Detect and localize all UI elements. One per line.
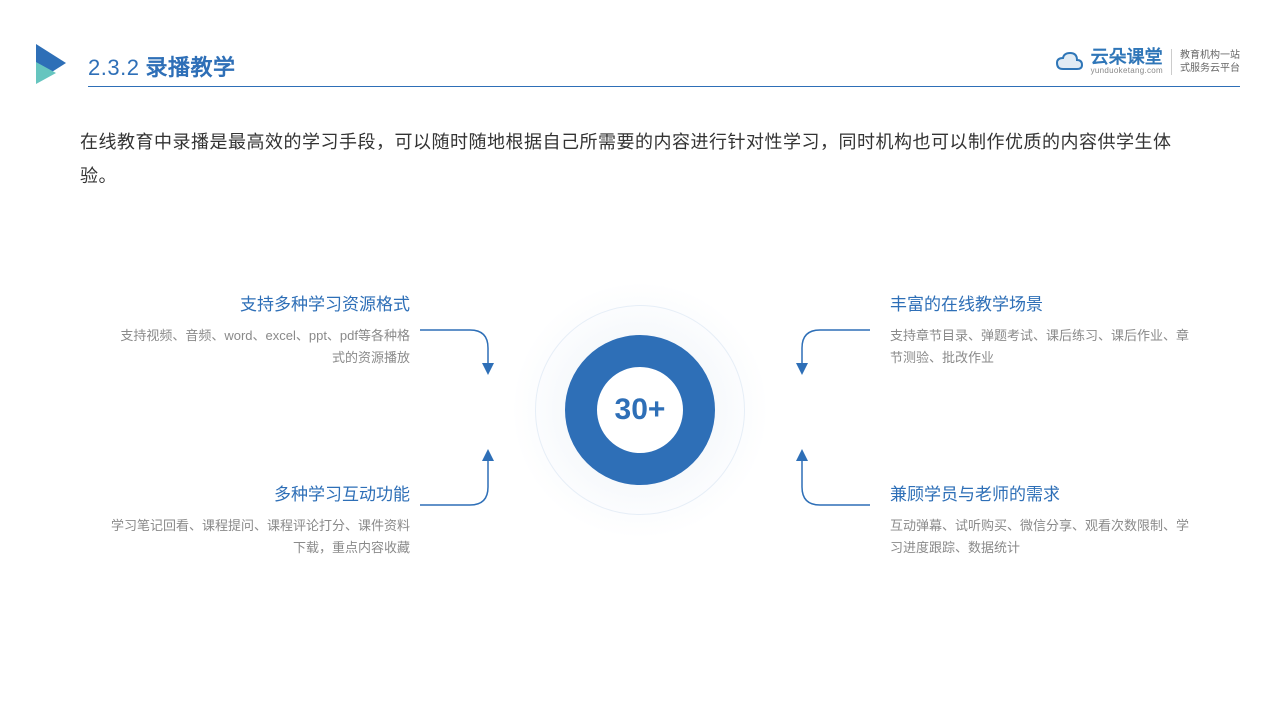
section-number: 2.3.2 xyxy=(88,55,139,80)
brand-domain: yunduoketang.com xyxy=(1091,66,1163,75)
logo-divider xyxy=(1171,49,1172,75)
intro-paragraph: 在线教育中录播是最高效的学习手段，可以随时随地根据自己所需要的内容进行针对性学习… xyxy=(80,125,1200,193)
feature-desc: 互动弹幕、试听购买、微信分享、观看次数限制、学习进度跟踪、数据统计 xyxy=(890,515,1190,559)
feature-title: 丰富的在线教学场景 xyxy=(890,290,1190,315)
ring-value: 30+ xyxy=(615,393,666,427)
brand-name: 云朵课堂 xyxy=(1091,48,1163,66)
title-underline xyxy=(88,86,1240,87)
center-ring: 30+ xyxy=(510,280,770,540)
feature-desc: 学习笔记回看、课程提问、课程评论打分、课件资料下载，重点内容收藏 xyxy=(110,515,410,559)
ring-donut: 30+ xyxy=(565,335,715,485)
section-title-text: 录播教学 xyxy=(145,55,235,80)
feature-top-right: 丰富的在线教学场景 支持章节目录、弹题考试、课后练习、课后作业、章节测验、批改作… xyxy=(890,290,1190,369)
feature-title: 多种学习互动功能 xyxy=(110,480,410,505)
section-title: 2.3.2录播教学 xyxy=(88,50,235,82)
feature-desc: 支持视频、音频、word、excel、ppt、pdf等各种格式的资源播放 xyxy=(110,325,410,369)
brand-tagline: 教育机构一站 式服务云平台 xyxy=(1180,49,1240,75)
feature-bottom-left: 多种学习互动功能 学习笔记回看、课程提问、课程评论打分、课件资料下载，重点内容收… xyxy=(110,480,410,559)
play-icon xyxy=(32,42,74,89)
cloud-icon xyxy=(1055,51,1083,73)
brand-logo: 云朵课堂 yunduoketang.com 教育机构一站 式服务云平台 xyxy=(1055,48,1240,75)
feature-top-left: 支持多种学习资源格式 支持视频、音频、word、excel、ppt、pdf等各种… xyxy=(110,290,410,369)
feature-desc: 支持章节目录、弹题考试、课后练习、课后作业、章节测验、批改作业 xyxy=(890,325,1190,369)
feature-title: 支持多种学习资源格式 xyxy=(110,290,410,315)
slide-header: 2.3.2录播教学 云朵课堂 yunduoketang.com 教育机构一站 式… xyxy=(0,30,1280,90)
feature-title: 兼顾学员与老师的需求 xyxy=(890,480,1190,505)
feature-bottom-right: 兼顾学员与老师的需求 互动弹幕、试听购买、微信分享、观看次数限制、学习进度跟踪、… xyxy=(890,480,1190,559)
